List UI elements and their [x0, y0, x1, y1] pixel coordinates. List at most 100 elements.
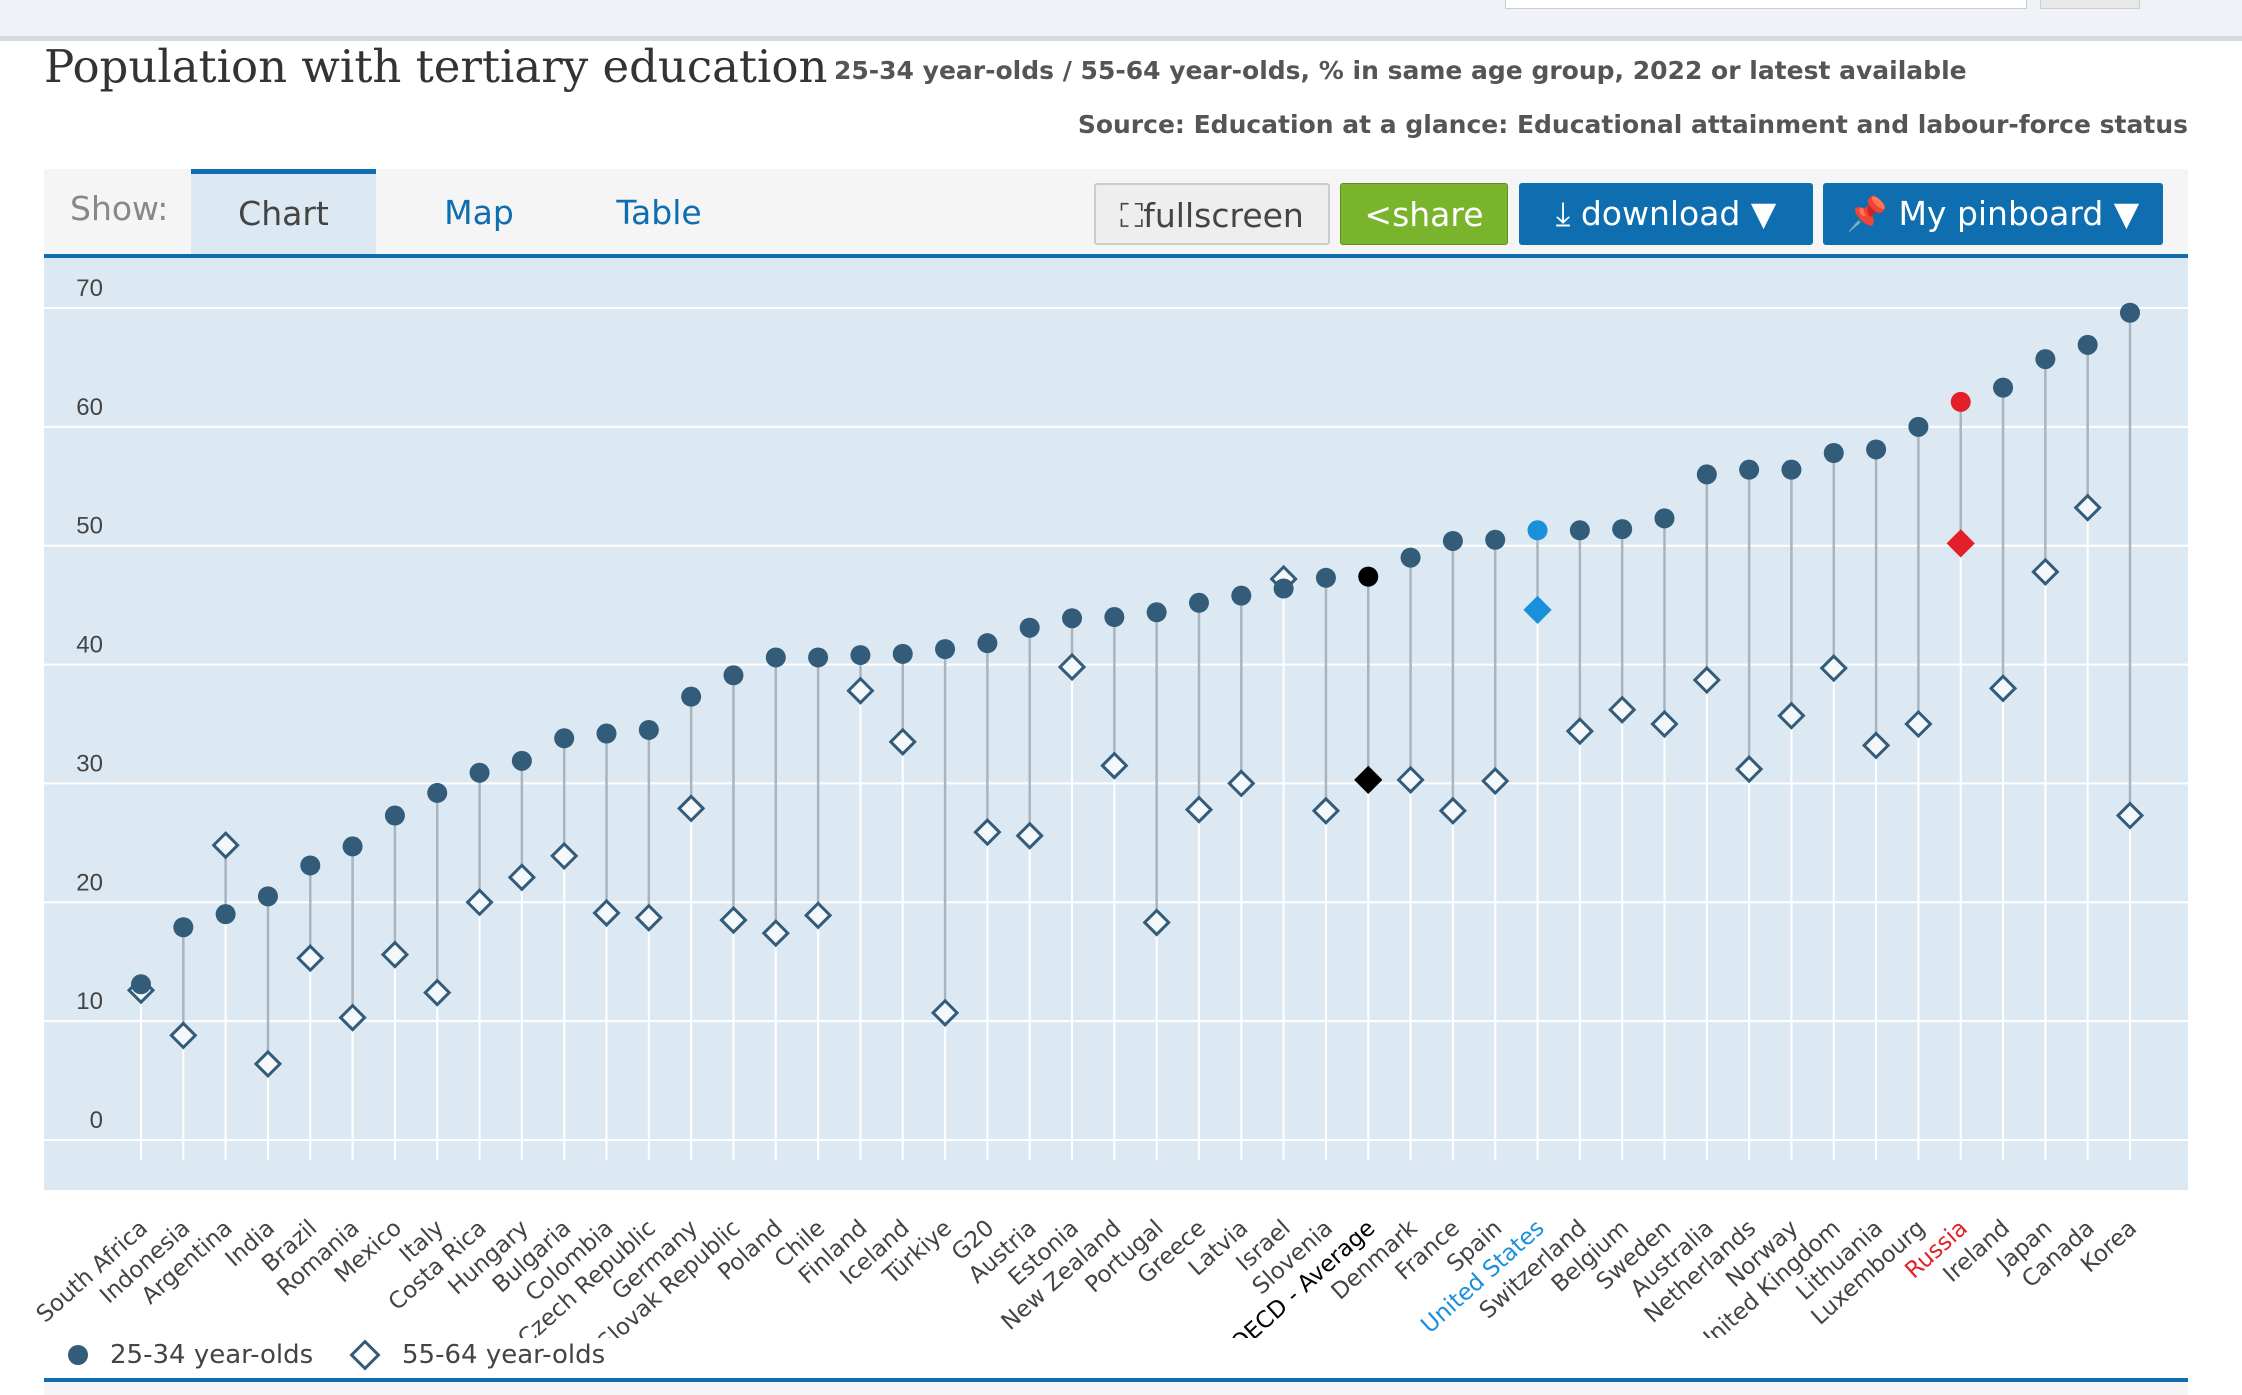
diamond-marker — [1100, 751, 1129, 780]
plot-background — [44, 258, 2188, 1190]
circle-marker — [173, 917, 194, 938]
y-tick-label: 70 — [76, 275, 103, 302]
circle-marker — [1062, 608, 1083, 629]
circle-marker — [1315, 567, 1336, 588]
circle-marker — [681, 686, 702, 707]
circle-marker — [1019, 617, 1040, 638]
download-button[interactable]: ⤓ download ▼ — [1519, 183, 1813, 245]
diamond-marker — [550, 841, 579, 871]
diamond-marker — [1650, 709, 1679, 739]
y-tick-label: 50 — [76, 513, 103, 540]
diamond-marker — [1057, 652, 1087, 682]
diamond-marker — [719, 905, 748, 935]
circle-marker — [469, 762, 490, 783]
source-text: Source: Education at a glance: Education… — [1077, 110, 2188, 139]
fullscreen-label: fullscreen — [1143, 196, 1304, 235]
page-title: Population with tertiary education — [44, 40, 828, 93]
circle-marker — [1612, 519, 1633, 540]
circle-marker — [1527, 520, 1548, 541]
y-tick-label: 60 — [76, 394, 103, 421]
diamond-marker — [1015, 821, 1044, 850]
circle-marker — [1696, 464, 1717, 485]
circle-marker — [1569, 520, 1590, 541]
legend-label: 55-64 year-olds — [402, 1340, 606, 1370]
circle-marker — [511, 750, 532, 771]
circle-marker — [1739, 459, 1760, 480]
circle-marker — [1781, 459, 1802, 480]
circle-marker — [808, 647, 829, 668]
diamond-marker — [1142, 908, 1171, 937]
circle-marker — [1866, 439, 1887, 460]
tab-map[interactable]: Map — [444, 193, 514, 232]
circle-marker — [2077, 334, 2098, 355]
circle-marker — [596, 723, 617, 744]
chart-subtitle: 25-34 year-olds / 55-64 year-olds, % in … — [834, 56, 1967, 85]
circle-marker — [1146, 602, 1167, 623]
diamond-marker — [930, 998, 960, 1027]
circle-marker — [1273, 578, 1294, 599]
download-icon: ⤓ — [1555, 194, 1581, 233]
circle-marker — [384, 805, 405, 826]
circle-marker — [723, 665, 744, 686]
circle-marker — [1654, 508, 1675, 529]
y-tick-label: 0 — [90, 1107, 103, 1134]
circle-marker — [1188, 592, 1209, 613]
circle-marker — [2035, 349, 2056, 370]
diamond-marker — [1438, 796, 1468, 825]
diamond-marker — [338, 1003, 367, 1032]
diamond-marker — [1819, 654, 1848, 683]
pin-icon: 📌 — [1846, 194, 1899, 233]
fullscreen-button[interactable]: ⛶fullscreen — [1094, 183, 1330, 245]
diamond-marker — [1396, 765, 1425, 794]
diamond-marker — [973, 818, 1002, 847]
legend-label: 25-34 year-olds — [110, 1340, 314, 1370]
legend-item-25-34[interactable]: 25-34 year-olds — [68, 1340, 313, 1370]
circle-marker — [1823, 443, 1844, 464]
diamond-marker — [1184, 795, 1214, 824]
diamond-marker — [1692, 665, 1721, 695]
legend-item-55-64[interactable]: 55-64 year-olds — [349, 1339, 606, 1371]
diamond-marker — [677, 794, 706, 823]
diamond-marker — [423, 978, 452, 1007]
share-button[interactable]: <share — [1340, 183, 1508, 245]
diamond-marker-icon — [349, 1339, 381, 1371]
diamond-marker — [1227, 769, 1256, 798]
diamond-marker — [507, 863, 536, 892]
diamond-marker — [1861, 731, 1891, 760]
y-tick-label: 30 — [76, 750, 103, 777]
diamond-marker — [1354, 765, 1383, 794]
circle-marker — [300, 855, 321, 876]
diamond-marker — [592, 898, 621, 928]
circle-marker — [131, 974, 151, 995]
pinboard-button[interactable]: 📌 My pinboard ▼ — [1823, 183, 2163, 245]
tab-chart[interactable]: Chart — [191, 169, 376, 254]
circle-marker — [1993, 377, 2014, 398]
search-button[interactable] — [2040, 0, 2140, 9]
diamond-marker — [634, 903, 663, 932]
diamond-marker — [380, 940, 410, 969]
fullscreen-icon: ⛶ — [1120, 196, 1144, 235]
diamond-marker — [296, 944, 325, 973]
circle-marker — [342, 836, 363, 857]
circle-marker — [1908, 416, 1929, 437]
circle-marker — [1950, 391, 1971, 412]
show-label: Show: — [70, 189, 169, 228]
circle-marker — [427, 782, 448, 803]
pinboard-label: My pinboard ▼ — [1898, 194, 2140, 233]
y-tick-label: 10 — [76, 988, 103, 1015]
circle-marker — [1485, 529, 1506, 550]
circle-marker — [554, 728, 575, 749]
circle-marker — [1400, 547, 1421, 568]
circle-marker — [935, 639, 956, 660]
circle-marker — [892, 643, 913, 664]
diamond-marker — [2115, 801, 2145, 830]
y-tick-label: 40 — [76, 632, 103, 659]
share-icon: < — [1364, 195, 1393, 234]
search-input[interactable] — [1505, 0, 2027, 9]
diamond-marker — [1481, 766, 1510, 796]
diamond-marker — [2073, 493, 2102, 522]
diamond-marker — [1608, 695, 1637, 724]
tab-table[interactable]: Table — [616, 193, 702, 232]
divider — [44, 1378, 2188, 1382]
